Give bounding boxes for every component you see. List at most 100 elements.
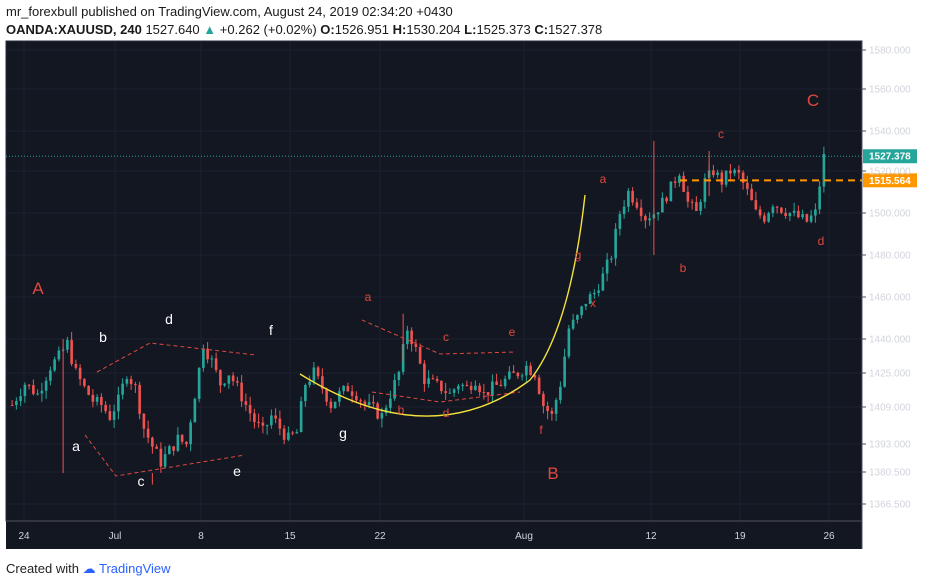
candle-body [70,339,73,364]
candle-body [580,306,583,316]
wave-label-white: b [99,329,107,345]
triangle-lower-line [84,434,246,477]
candle-body [486,392,490,396]
candle-body [788,212,792,217]
candle-body [712,170,715,176]
candle-body [367,402,371,405]
candle-body [172,446,175,451]
candle-body [822,153,826,187]
wave-label-white: c [138,473,145,489]
price-tick-label: 1380.500 [869,468,911,479]
wave-label-major: A [32,279,44,298]
candle-body [155,446,158,449]
wave-label-red: g [575,248,582,262]
candle-body [146,428,150,438]
candle-body [631,190,634,203]
candle-body [491,381,494,396]
chart-header-publisher: mr_forexbull published on TradingView.co… [6,4,453,19]
candle-body [690,201,694,203]
candle-body [503,378,507,387]
candle-body [406,330,409,345]
candle-body [741,172,745,183]
candle-body [452,389,456,393]
candle-body [482,392,486,394]
candle-body [639,207,643,217]
candle-body [210,358,214,360]
candle-body [350,391,354,396]
last-price: 1527.640 [145,22,200,37]
candle-body [121,383,124,395]
candle-body [423,363,426,384]
author-name[interactable]: mr_forexbull [6,4,78,19]
candle-body [142,413,146,429]
candle-body [15,401,18,405]
candle-body [775,206,779,208]
time-tick-label: Jul [109,531,122,542]
wave-label-white: a [72,438,80,454]
close-value: 1527.378 [548,22,603,37]
candle-body [244,401,248,405]
candle-body [797,210,800,218]
candle-body [448,392,452,394]
wave-label-red: c [443,330,449,344]
candle-body [346,385,350,392]
candle-body [686,191,690,202]
candle-body [108,411,112,420]
tradingview-brand[interactable]: TradingView [99,561,171,576]
price-tick-label: 1440.000 [869,335,911,346]
candle-body [418,347,422,364]
candle-body [784,212,787,217]
time-axis[interactable]: 24 Jul 8 15 22 Aug 12 19 26 [18,531,835,542]
high-label: H: [392,22,407,37]
candle-body [644,216,647,221]
candle-body [805,214,809,222]
wave-label-red: d [443,406,450,420]
candle-body [818,186,821,210]
candle-body [414,344,418,348]
candle-body [682,175,685,192]
flag-lower-line [371,391,521,403]
candle-body [656,212,660,215]
wave-label-red: x [590,296,596,310]
candle-body [720,172,724,185]
last-price-tag: 1527.378 [869,152,911,163]
candle-body [159,448,163,467]
candle-body [185,441,188,445]
candle-body [312,367,316,382]
candle-body [661,197,664,213]
candle-body [355,395,358,401]
candle-body [678,175,681,183]
footer: Created with ☁ TradingView [6,561,171,577]
candle-body [100,396,103,405]
candle-body [593,292,596,295]
price-axis[interactable]: 1580.000 1560.000 1540.000 1520.000 1500.000… [862,46,911,511]
candle-body [716,172,719,176]
wave-label-red: d [818,234,825,248]
candle-body [457,386,460,390]
wave-label-major: B [547,464,558,483]
candle-body [265,425,269,427]
candle-body [729,170,732,174]
chart-grid [6,41,862,521]
candle-body [206,348,209,360]
candle-body [469,385,473,390]
candle-body [724,170,728,185]
price-tick-label: 1460.000 [869,293,911,304]
price-tick-label: 1540.000 [869,127,911,138]
flag-upper-line [361,319,517,355]
candle-body [597,290,600,293]
candle-body [792,210,796,213]
price-tick-label: 1366.500 [869,500,911,511]
candle-body [223,383,226,386]
candle-body [168,446,171,455]
candle-body [176,434,180,451]
candle-body [814,209,817,216]
candle-body [648,218,651,221]
wave-label-red: b [398,403,405,417]
candle-body [248,404,252,414]
candle-body [53,359,56,371]
chart-header-ohlc: OANDA:XAUUSD, 240 1527.640 ▲ +0.262 (+0.… [6,22,602,37]
candle-body [588,294,592,304]
price-tick-label: 1409.000 [869,403,911,414]
